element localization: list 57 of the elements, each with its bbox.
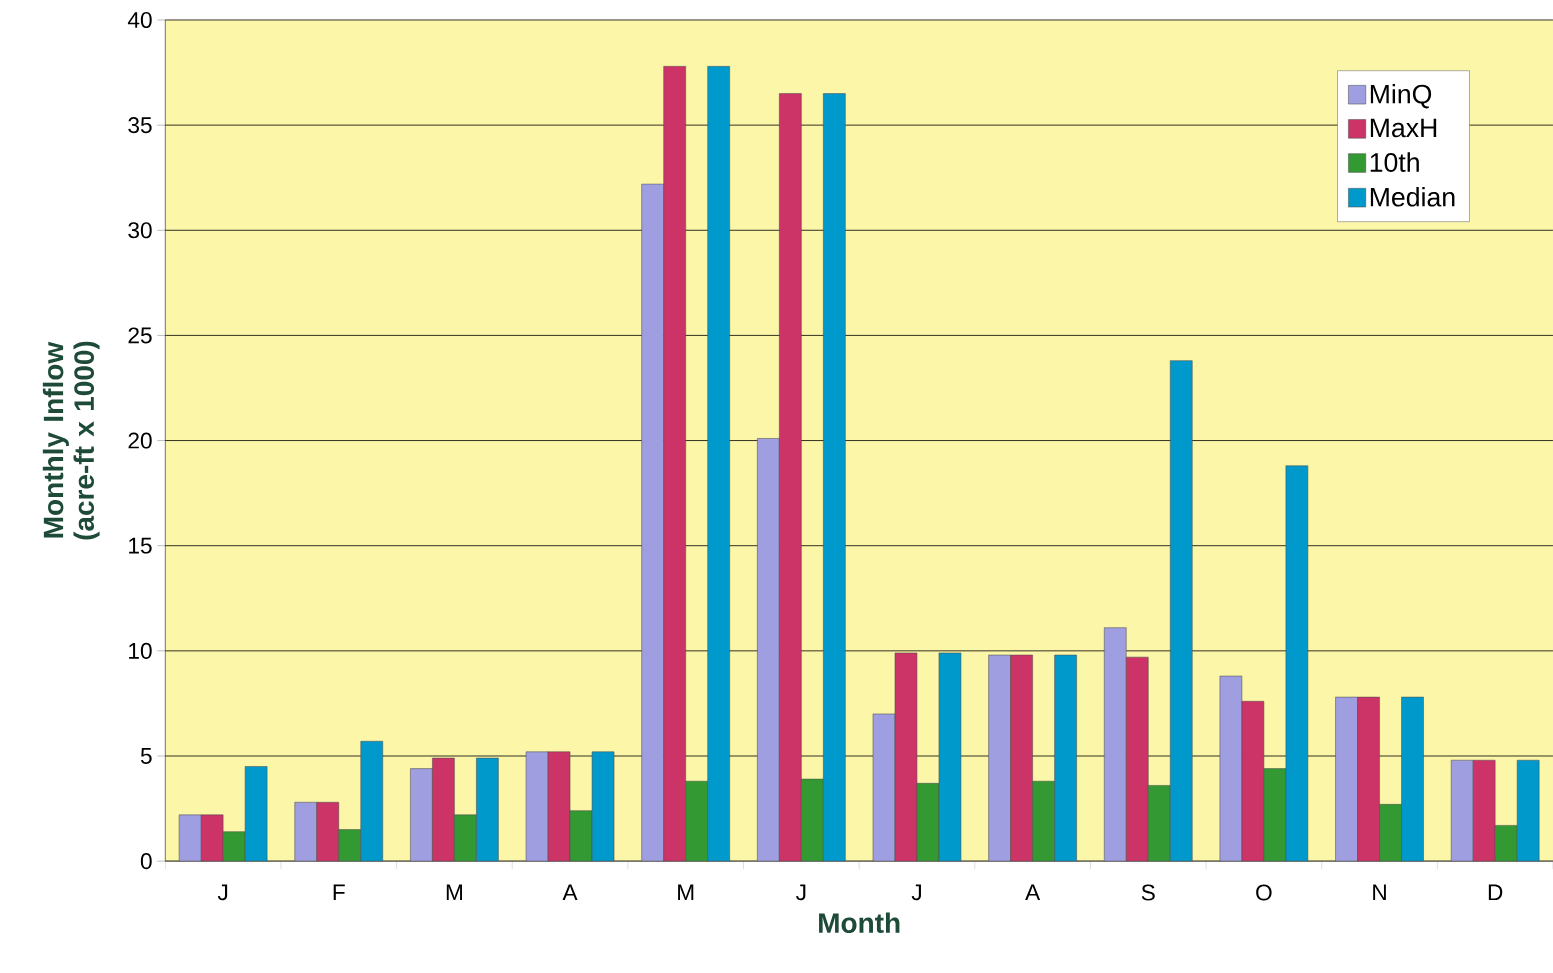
bar — [1219, 675, 1243, 862]
x-axis-title: Month — [819, 912, 900, 933]
bar — [641, 183, 664, 862]
x-tick-label: M — [446, 884, 462, 901]
x-tick-label: M — [678, 884, 694, 901]
bar — [801, 778, 824, 862]
legend-label: 10th — [1370, 152, 1419, 172]
x-tick-label: J — [911, 884, 921, 901]
y-tick-label: 25 — [128, 327, 152, 344]
bar — [454, 814, 477, 862]
y-tick-label: 40 — [127, 11, 152, 28]
y-tick-label: 35 — [128, 117, 152, 134]
x-tick-label: D — [1488, 884, 1503, 901]
bar — [294, 801, 318, 862]
bar — [410, 768, 433, 862]
legend-label: Median — [1370, 186, 1455, 207]
x-tick-label: O — [1256, 884, 1272, 901]
bar — [1032, 780, 1055, 862]
bar — [338, 829, 362, 862]
bar — [988, 654, 1011, 862]
legend-label: MinQ — [1370, 84, 1432, 109]
bar — [872, 713, 896, 862]
x-tick-label: J — [796, 884, 806, 901]
y-tick-label: 30 — [128, 222, 152, 239]
x-tick-label: N — [1373, 884, 1386, 901]
bar — [685, 780, 708, 862]
x-tick-label: A — [562, 884, 578, 901]
bar — [823, 93, 846, 862]
bar — [1401, 696, 1424, 862]
bar — [1335, 696, 1358, 862]
bar — [360, 740, 384, 862]
legend-label: MaxH — [1370, 118, 1437, 138]
y-tick-label: 5 — [140, 748, 152, 764]
bar — [1169, 360, 1193, 862]
bar — [757, 438, 780, 862]
x-tick-label: S — [1141, 884, 1155, 901]
x-tick-label: J — [217, 884, 228, 901]
bar — [707, 65, 730, 862]
bar — [476, 757, 499, 862]
bar — [1494, 825, 1518, 862]
y-axis-title: Monthly Inflow (acre-ft x 1000) — [42, 341, 100, 540]
y-tick-label: 20 — [128, 432, 152, 449]
bar — [938, 652, 962, 862]
bar — [1379, 804, 1402, 862]
bar — [1516, 759, 1540, 862]
bar — [591, 751, 615, 862]
y-tick-label: 10 — [129, 642, 152, 659]
bar — [1450, 759, 1474, 862]
x-tick-label: A — [1025, 884, 1041, 901]
bar — [1103, 627, 1127, 862]
bar — [1147, 785, 1171, 862]
x-tick-label: F — [333, 884, 345, 901]
bar — [1054, 654, 1077, 862]
y-tick-label: 15 — [129, 537, 152, 554]
bar — [1285, 465, 1309, 862]
y-tick-label: 0 — [140, 853, 152, 870]
bar — [525, 751, 549, 862]
